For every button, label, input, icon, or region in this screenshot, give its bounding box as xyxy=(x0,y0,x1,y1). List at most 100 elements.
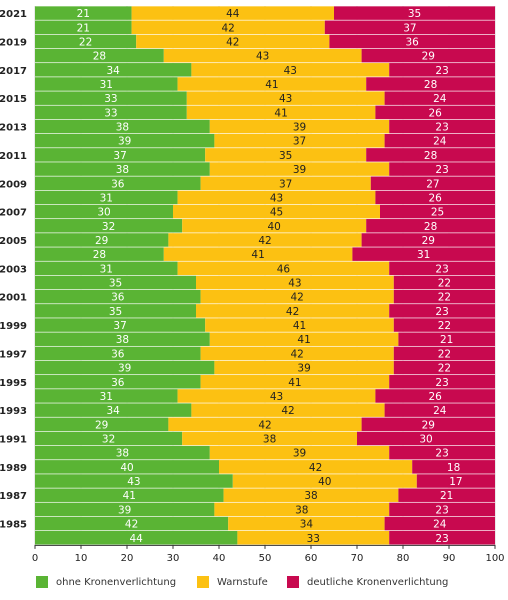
bar-segment xyxy=(237,531,390,545)
legend: ohne Kronenverlichtung Warnstufe deutlic… xyxy=(0,576,508,596)
bar-segment xyxy=(384,403,495,417)
bar-value-label: 37 xyxy=(293,136,306,148)
year-tick-label: 1997 xyxy=(0,349,27,360)
bar-value-label: 35 xyxy=(408,8,421,20)
bar-segment xyxy=(214,502,390,517)
bar-value-label: 28 xyxy=(424,79,437,91)
bar-segment xyxy=(173,204,380,219)
bar-value-label: 23 xyxy=(435,65,448,77)
bar-segment xyxy=(35,6,132,20)
bar-segment xyxy=(209,445,390,460)
x-tick-label: 0 xyxy=(32,553,38,564)
bar-segment xyxy=(35,34,137,49)
bar-value-label: 18 xyxy=(447,462,460,474)
bar-value-label: 32 xyxy=(102,433,115,445)
bar-value-label: 36 xyxy=(111,348,125,360)
bar-value-label: 33 xyxy=(104,93,117,105)
bar-segment xyxy=(177,261,390,276)
bar-value-label: 21 xyxy=(77,8,90,20)
bar-segment xyxy=(35,304,196,318)
year-tick-label: 2007 xyxy=(0,208,27,219)
bar-segment xyxy=(196,304,390,318)
bar-segment xyxy=(35,375,201,389)
bar-segment xyxy=(393,289,495,304)
bar-value-label: 43 xyxy=(288,278,301,290)
bar-value-label: 29 xyxy=(422,235,435,247)
bar-value-label: 37 xyxy=(113,320,126,332)
year-axis-labels: 2021 2019 2017 2015 2013 2011 2009 2007 2005 2003… xyxy=(0,9,27,530)
year-tick-label: 2013 xyxy=(0,123,27,134)
bar-value-label: 46 xyxy=(277,263,291,275)
bar-segment xyxy=(131,20,325,35)
bar-segment xyxy=(191,403,385,417)
bar-value-label: 38 xyxy=(116,122,129,134)
year-tick-label: 2021 xyxy=(0,9,27,20)
bar-segment xyxy=(186,91,385,105)
bar-value-label: 22 xyxy=(438,320,451,332)
stacked-bar-chart: 21 44 35 21 42 37 22 42 36 28 43 29 34 43 23 31 41 28 33 43… xyxy=(0,6,505,564)
x-tick-label: 40 xyxy=(213,553,226,564)
bar-segment xyxy=(35,389,178,403)
bar-value-label: 21 xyxy=(440,334,453,346)
bar-segment xyxy=(324,20,495,35)
bar-segment xyxy=(177,190,376,205)
bar-segment xyxy=(35,204,173,219)
bar-segment xyxy=(35,148,206,162)
bar-segment xyxy=(361,233,495,247)
bar-segment xyxy=(393,318,495,332)
bar-value-label: 24 xyxy=(433,93,447,105)
legend-item-warnstufe: Warnstufe xyxy=(197,576,268,588)
bar-segment xyxy=(35,133,215,148)
bar-value-label: 23 xyxy=(435,263,448,275)
bar-segment xyxy=(35,20,132,35)
bar-value-label: 39 xyxy=(293,122,306,134)
bar-value-label: 22 xyxy=(438,363,451,375)
bar-segment xyxy=(366,77,495,91)
x-tick-label: 20 xyxy=(121,553,134,564)
bar-segment xyxy=(398,488,495,502)
bar-value-label: 42 xyxy=(258,235,271,247)
bar-segment xyxy=(205,318,394,332)
bar-value-label: 23 xyxy=(435,533,448,545)
legend-label: Warnstufe xyxy=(217,576,268,588)
bar-value-label: 33 xyxy=(307,533,320,545)
bar-value-label: 43 xyxy=(256,51,269,63)
bar-value-label: 41 xyxy=(123,490,136,502)
bar-value-label: 31 xyxy=(100,263,113,275)
legend-item-deutliche-kronenverlichtung: deutliche Kronenverlichtung xyxy=(287,576,448,588)
year-tick-label: 2015 xyxy=(0,94,27,105)
bar-segment xyxy=(370,176,495,190)
bar-segment xyxy=(200,289,394,304)
bar-segment xyxy=(361,417,495,432)
bar-segment xyxy=(375,389,495,403)
year-tick-label: 2003 xyxy=(0,264,27,275)
bar-value-label: 42 xyxy=(222,22,235,34)
year-tick-label: 1987 xyxy=(0,491,27,502)
year-tick-label: 2017 xyxy=(0,66,27,77)
bar-value-label: 23 xyxy=(435,504,448,516)
bar-value-label: 23 xyxy=(435,164,448,176)
bar-segment xyxy=(163,247,353,261)
bar-segment xyxy=(228,516,385,531)
bar-segment xyxy=(389,63,495,77)
bar-segment xyxy=(35,190,178,205)
bar-segment xyxy=(393,346,495,361)
bar-segment xyxy=(186,105,376,120)
year-tick-label: 1999 xyxy=(0,321,27,332)
year-tick-label: 1995 xyxy=(0,378,27,389)
bar-value-label: 37 xyxy=(113,150,126,162)
bar-value-label: 45 xyxy=(270,207,283,219)
bar-value-label: 28 xyxy=(93,51,106,63)
bar-segment xyxy=(35,119,210,134)
bar-value-label: 37 xyxy=(279,178,292,190)
bar-segment xyxy=(35,91,187,105)
bar-value-label: 39 xyxy=(118,363,131,375)
bar-segment xyxy=(361,48,495,63)
bar-segment xyxy=(35,63,192,77)
bar-value-label: 36 xyxy=(406,36,420,48)
bar-segment xyxy=(375,105,495,120)
bar-segment xyxy=(205,148,367,162)
bar-segment xyxy=(223,488,399,502)
bar-value-label: 39 xyxy=(118,504,131,516)
bar-segment xyxy=(200,375,390,389)
